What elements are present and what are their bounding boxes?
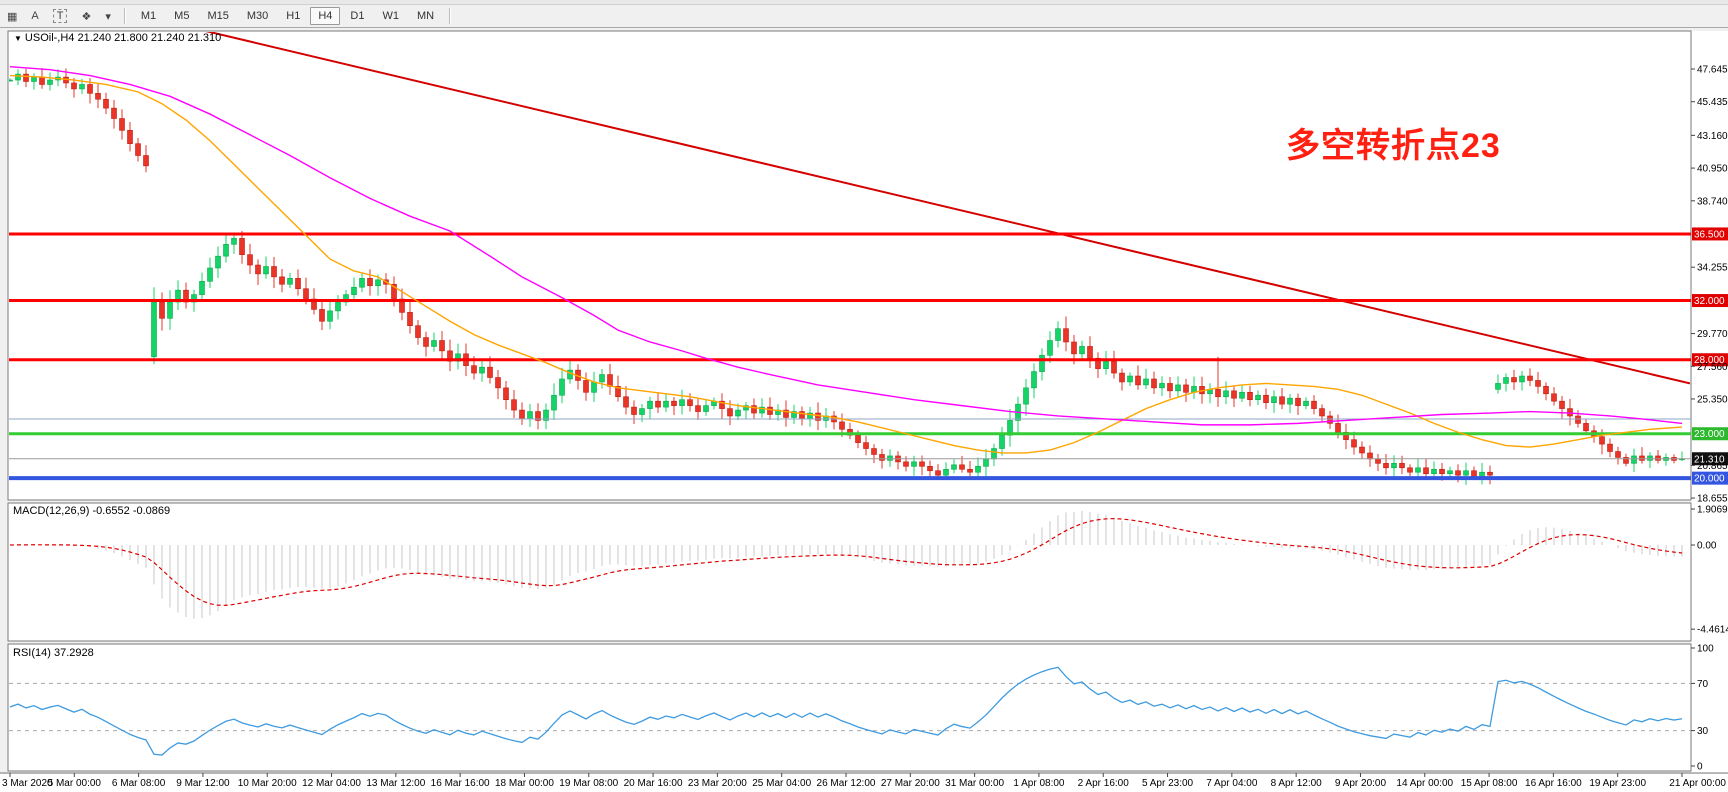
time-axis-label: 14 Apr 00:00 bbox=[1396, 778, 1453, 789]
timeframe-button-m1[interactable]: M1 bbox=[140, 10, 157, 22]
main-price-panel bbox=[7, 30, 1692, 501]
text-frame-tool-icon[interactable]: T bbox=[47, 9, 74, 23]
rsi-axis-label: 70 bbox=[1697, 679, 1709, 690]
arrow-style-tool-icon[interactable]: ❖ bbox=[81, 10, 92, 23]
hline-price-tag bbox=[1692, 353, 1728, 367]
chart-toolbar: ▦ A T ❖ ▾ M1 M5 M15 M30 H1 H4 D1 W1 MN bbox=[0, 5, 1728, 28]
hline-price-tag-text: 20.000 bbox=[1694, 474, 1725, 485]
time-axis-label: 5 Mar 00:00 bbox=[48, 778, 102, 789]
time-axis[interactable] bbox=[0, 774, 1728, 792]
chart-canvas[interactable]: 36.500 32.000 28.000 23.000 21.310 20.000 47.6… bbox=[0, 28, 1728, 792]
panel-splitter[interactable] bbox=[0, 639, 1691, 643]
timeframe-button-w1[interactable]: W1 bbox=[382, 10, 399, 22]
symbol-ohlc-text: USOil-,H4 21.240 21.800 21.240 21.310 bbox=[24, 32, 222, 44]
time-axis-label: 6 Mar 08:00 bbox=[112, 778, 166, 789]
timeframe-button-mn[interactable]: MN bbox=[416, 10, 435, 22]
macd-axis-label: -4.4614 bbox=[1697, 625, 1728, 636]
time-axis-label: 23 Mar 20:00 bbox=[688, 778, 747, 789]
timeframe-button-h1[interactable]: H1 bbox=[286, 10, 301, 22]
price-axis-label: 20.865 bbox=[1697, 461, 1728, 472]
time-axis-label: 7 Apr 04:00 bbox=[1206, 778, 1258, 789]
hline-price-tag-text: 23.000 bbox=[1694, 429, 1725, 440]
price-axis-label: 47.645 bbox=[1697, 65, 1728, 76]
time-axis-label: 27 Mar 20:00 bbox=[881, 778, 940, 789]
time-axis-label: 25 Mar 04:00 bbox=[752, 778, 811, 789]
chart-symbol-title[interactable]: ▼ USOil-,H4 21.240 21.800 21.240 21.310 bbox=[14, 32, 221, 44]
time-axis-label: 2 Apr 16:00 bbox=[1078, 778, 1130, 789]
rsi-axis-label: 100 bbox=[1697, 644, 1714, 655]
rsi-axis-label: 0 bbox=[1697, 762, 1703, 773]
moving-average-line bbox=[9, 74, 1683, 454]
window-top-edge bbox=[0, 0, 1728, 5]
macd-axis-label: 1.9069 bbox=[1697, 505, 1728, 516]
hline-price-tag bbox=[1692, 294, 1728, 308]
rsi-axis-label: 30 bbox=[1697, 726, 1709, 737]
macd-histogram bbox=[17, 510, 1683, 619]
toolbar-separator bbox=[123, 8, 126, 24]
chart-text-annotation[interactable]: 多空转折点23 bbox=[1286, 127, 1501, 165]
time-axis-label: 18 Mar 00:00 bbox=[495, 778, 554, 789]
hline-price-tag-text: 32.000 bbox=[1694, 296, 1725, 307]
time-axis-label: 9 Apr 20:00 bbox=[1335, 778, 1387, 789]
time-axis-label: 9 Mar 12:00 bbox=[176, 778, 230, 789]
price-axis-label: 27.560 bbox=[1697, 362, 1728, 373]
price-axis-label: 18.655 bbox=[1697, 494, 1728, 505]
hline-price-tag bbox=[1692, 427, 1728, 441]
hline-price-tag bbox=[1692, 452, 1728, 466]
time-axis-label: 5 Apr 23:00 bbox=[1142, 778, 1194, 789]
macd-axis-label: 0.00 bbox=[1697, 541, 1717, 552]
time-axis-label: 16 Mar 16:00 bbox=[431, 778, 490, 789]
time-axis-label: 3 Mar 2020 bbox=[2, 778, 53, 789]
timeframe-button-m5[interactable]: M5 bbox=[174, 10, 190, 22]
timeframe-button-group: M1 M5 M15 M30 H1 H4 D1 W1 MN bbox=[132, 7, 443, 25]
time-axis-label: 13 Mar 12:00 bbox=[366, 778, 425, 789]
panel-splitter[interactable] bbox=[0, 498, 1691, 502]
rsi-indicator-label: RSI(14) 37.2928 bbox=[13, 647, 94, 659]
price-axis-label: 38.740 bbox=[1697, 196, 1728, 207]
price-axis-label: 29.770 bbox=[1697, 329, 1728, 340]
time-axis-label: 26 Mar 12:00 bbox=[817, 778, 876, 789]
time-axis-label: 20 Mar 16:00 bbox=[624, 778, 683, 789]
time-axis-label: 8 Apr 12:00 bbox=[1271, 778, 1323, 789]
timeframe-button-m30[interactable]: M30 bbox=[246, 10, 269, 22]
text-label-tool-icon[interactable]: A bbox=[31, 10, 39, 22]
time-axis-label: 31 Mar 00:00 bbox=[945, 778, 1004, 789]
hline-price-tag-text: 36.500 bbox=[1694, 229, 1725, 240]
price-axis-label: 43.160 bbox=[1697, 131, 1728, 142]
macd-panel bbox=[7, 502, 1692, 642]
moving-average-line bbox=[9, 66, 1683, 426]
timeframe-button-m15[interactable]: M15 bbox=[207, 10, 229, 22]
time-axis-label: 19 Apr 23:00 bbox=[1589, 778, 1646, 789]
hline-price-tag-text: 21.310 bbox=[1694, 454, 1725, 465]
rsi-panel bbox=[7, 643, 1692, 772]
hline-price-tag-text: 28.000 bbox=[1694, 355, 1725, 366]
candlestick-series bbox=[9, 68, 1685, 485]
toolbar-separator bbox=[449, 8, 452, 24]
time-axis-label: 12 Mar 04:00 bbox=[302, 778, 361, 789]
price-axis-label: 34.255 bbox=[1697, 263, 1728, 274]
timeframe-button-h4[interactable]: H4 bbox=[310, 7, 341, 25]
time-axis-label: 19 Mar 08:00 bbox=[559, 778, 618, 789]
price-axis-label: 45.435 bbox=[1697, 97, 1728, 108]
time-axis-label: 15 Apr 08:00 bbox=[1461, 778, 1518, 789]
hline-price-tag bbox=[1692, 471, 1728, 485]
time-axis-label: 16 Apr 16:00 bbox=[1525, 778, 1582, 789]
grid-snap-tool-icon[interactable]: ▦ bbox=[7, 10, 18, 23]
rsi-line bbox=[9, 666, 1683, 756]
time-axis-label: 1 Apr 08:00 bbox=[1013, 778, 1065, 789]
hline-price-tag bbox=[1692, 227, 1728, 241]
price-axis-label: 25.350 bbox=[1697, 394, 1728, 405]
time-axis-label: 10 Mar 20:00 bbox=[238, 778, 297, 789]
macd-indicator-label: MACD(12,26,9) -0.6552 -0.0869 bbox=[13, 505, 171, 517]
macd-signal-line bbox=[9, 518, 1683, 606]
timeframe-button-d1[interactable]: D1 bbox=[350, 10, 365, 22]
time-axis-label: 21 Apr 00:00 bbox=[1669, 778, 1726, 789]
price-axis-label: 40.950 bbox=[1697, 164, 1728, 175]
symbol-dropdown-icon[interactable]: ▼ bbox=[14, 34, 22, 43]
descending-trendline bbox=[205, 32, 1690, 385]
dropdown-caret-icon[interactable]: ▾ bbox=[105, 10, 111, 23]
chart-window[interactable]: 36.500 32.000 28.000 23.000 21.310 20.000 47.6… bbox=[0, 28, 1728, 792]
